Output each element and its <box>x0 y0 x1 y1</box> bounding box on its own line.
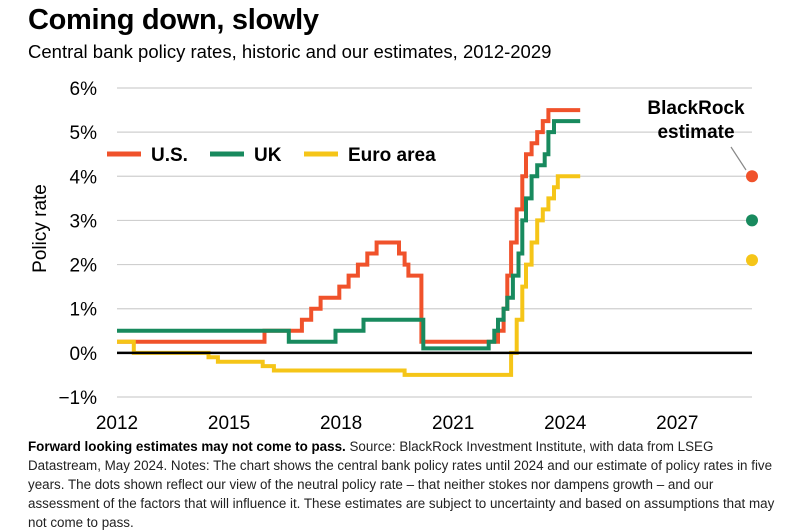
legend-label: UK <box>254 145 282 166</box>
series-line-uk <box>117 119 581 351</box>
series-line-u-s <box>117 108 581 344</box>
annotation-text: BlackRock <box>647 98 745 119</box>
chart-subtitle: Central bank policy rates, historic and … <box>28 41 552 62</box>
y-tick-label: 6% <box>70 79 98 100</box>
annotation-text: estimate <box>657 122 734 143</box>
x-tick-label: 2021 <box>432 413 474 434</box>
y-tick-label: 0% <box>70 344 98 365</box>
x-tick-label: 2024 <box>544 413 587 434</box>
estimate-dot-uk <box>746 214 758 227</box>
x-tick-label: 2015 <box>208 413 250 434</box>
legend-label: U.S. <box>151 145 188 166</box>
y-tick-label: 3% <box>70 211 98 232</box>
footnote-disclaimer: Forward looking estimates may not come t… <box>28 439 346 454</box>
x-tick-label: 2012 <box>96 413 138 434</box>
policy-rate-chart: −1% 0% 1% 2% 3% 4% 5% 6% Policy rate 2012 2015 2018… <box>30 79 758 434</box>
y-axis-label: Policy rate <box>30 184 51 273</box>
footnote: Forward looking estimates may not come t… <box>28 437 788 532</box>
y-tick-label: −1% <box>58 388 97 409</box>
y-tick-label: 4% <box>70 167 98 188</box>
y-tick-label: 1% <box>70 300 98 321</box>
estimate-dot-euro-area <box>746 254 758 267</box>
x-tick-label: 2027 <box>656 413 698 434</box>
y-tick-label: 5% <box>70 123 98 144</box>
series-line-euro-area <box>117 174 581 377</box>
footnote-text: Source: BlackRock Investment Institute, … <box>28 439 775 530</box>
x-tick-label: 2018 <box>320 413 362 434</box>
legend-label: Euro area <box>348 145 436 166</box>
annotation-pointer <box>730 146 747 171</box>
y-tick-label: 2% <box>70 256 98 277</box>
estimate-dot-u-s <box>746 170 758 183</box>
chart-title: Coming down, slowly <box>28 4 319 36</box>
